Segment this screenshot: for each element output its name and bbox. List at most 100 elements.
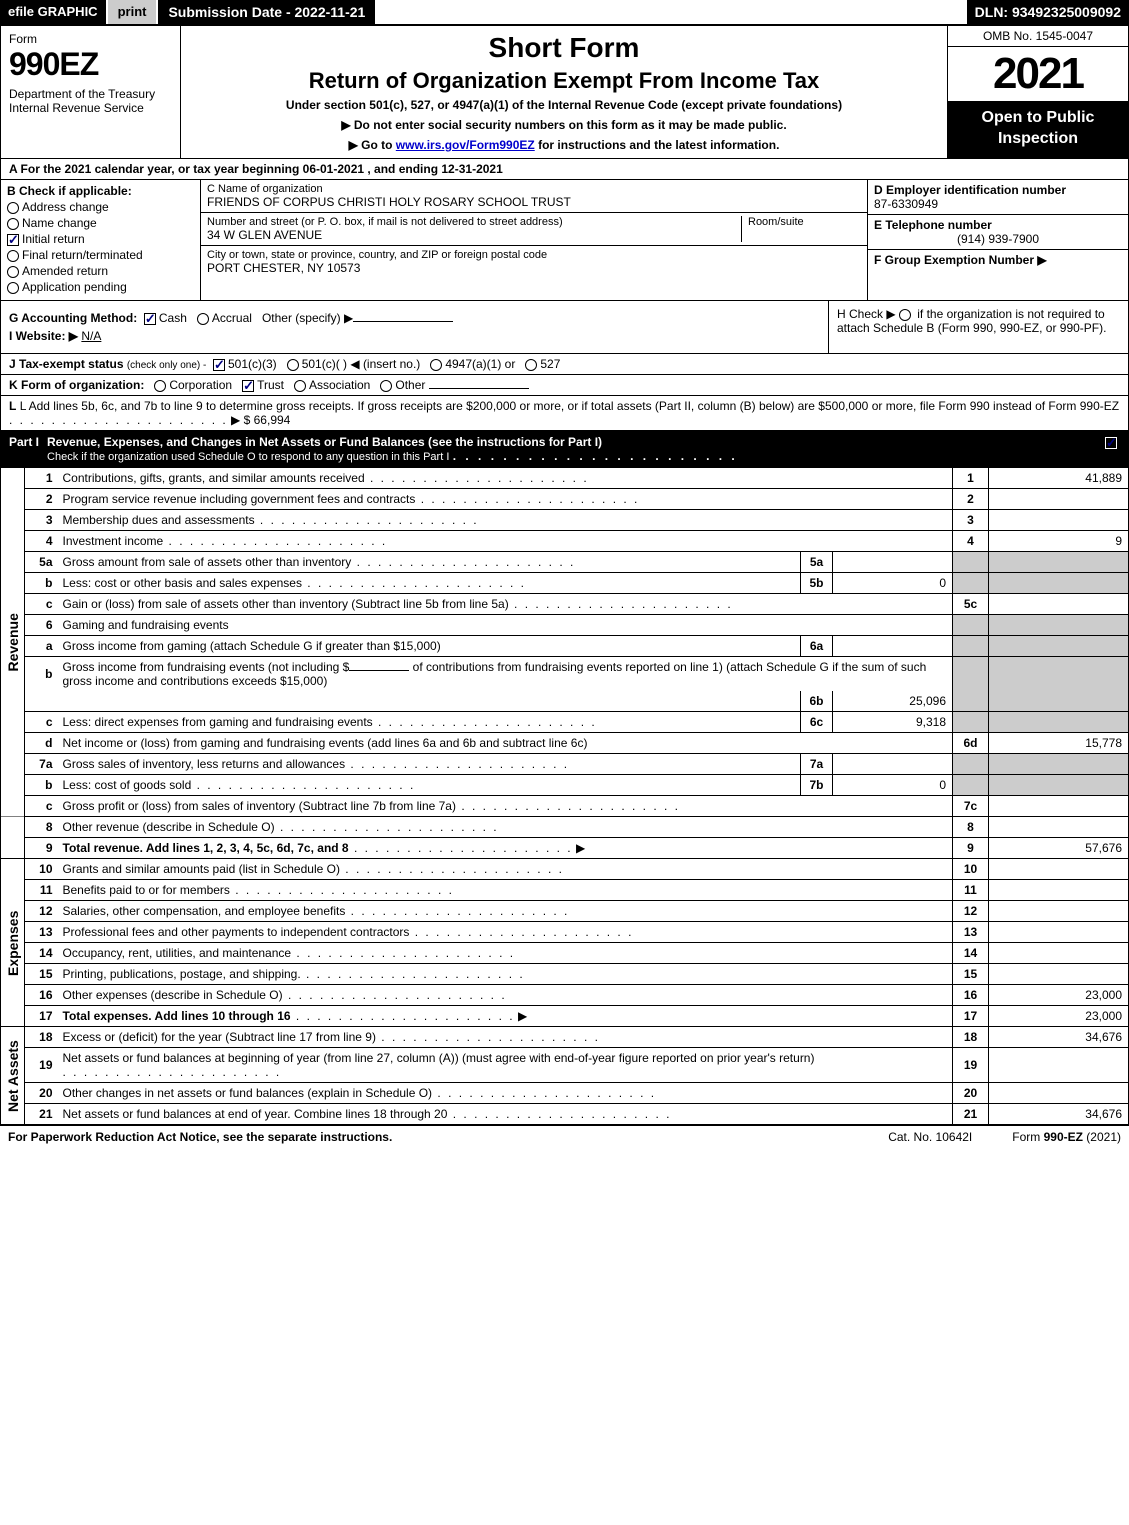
cb-trust[interactable] — [242, 380, 254, 392]
line9-value: 57,676 — [989, 838, 1129, 859]
footer-right: Form 990-EZ (2021) — [1012, 1130, 1121, 1144]
footer-mid: Cat. No. 10642I — [888, 1130, 972, 1144]
line6b-value: 25,096 — [833, 691, 953, 712]
group-exemption-label: F Group Exemption Number ▶ — [874, 253, 1122, 267]
part1-num: Part I — [9, 435, 47, 463]
cb-application-pending[interactable]: Application pending — [7, 280, 194, 294]
cb-501c3[interactable] — [213, 359, 225, 371]
omb-number: OMB No. 1545-0047 — [948, 26, 1128, 47]
line6b-blank[interactable] — [349, 670, 409, 671]
line18-value: 34,676 — [989, 1027, 1129, 1048]
phone-label: E Telephone number — [874, 218, 1122, 232]
sidelabel-revenue: Revenue — [1, 468, 25, 817]
cb-assoc[interactable] — [294, 380, 306, 392]
section-k: K Form of organization: Corporation Trus… — [0, 375, 1129, 396]
other-specify-input[interactable] — [353, 321, 453, 322]
line5b-value: 0 — [833, 573, 953, 594]
form-name: 990EZ — [9, 46, 172, 83]
section-b: B Check if applicable: Address change Na… — [1, 180, 201, 300]
phone-value: (914) 939-7900 — [874, 232, 1122, 246]
header-left: Form 990EZ Department of the Treasury In… — [1, 26, 181, 158]
cb-name-change[interactable]: Name change — [7, 216, 194, 230]
row-a-tax-year: A For the 2021 calendar year, or tax yea… — [0, 159, 1129, 180]
room-suite: Room/suite — [741, 216, 861, 242]
part1-header: Part I Revenue, Expenses, and Changes in… — [0, 431, 1129, 468]
ghi-left: G Accounting Method: Cash Accrual Other … — [1, 301, 828, 353]
line17-value: 23,000 — [989, 1006, 1129, 1027]
line14-value — [989, 943, 1129, 964]
cb-schedule-o[interactable] — [1105, 437, 1117, 449]
cb-accrual[interactable] — [197, 313, 209, 325]
agency: Department of the Treasury Internal Reve… — [9, 87, 172, 116]
line20-value — [989, 1083, 1129, 1104]
line13-value — [989, 922, 1129, 943]
section-f: F Group Exemption Number ▶ — [868, 250, 1128, 270]
form-label: Form — [9, 32, 172, 46]
org-addr-label: Number and street (or P. O. box, if mail… — [207, 216, 733, 228]
sidelabel-expenses: Expenses — [1, 859, 25, 1027]
cb-4947[interactable] — [430, 359, 442, 371]
short-form-title: Short Form — [191, 32, 937, 64]
line12-value — [989, 901, 1129, 922]
print-button[interactable]: print — [106, 0, 157, 24]
gross-receipts: $ 66,994 — [244, 413, 291, 427]
section-e: E Telephone number (914) 939-7900 — [868, 215, 1128, 250]
line19-value — [989, 1048, 1129, 1083]
line5a-value — [833, 552, 953, 573]
org-addr-cell: Number and street (or P. O. box, if mail… — [201, 213, 867, 246]
cb-527[interactable] — [525, 359, 537, 371]
cb-corp[interactable] — [154, 380, 166, 392]
efile-label: efile GRAPHIC — [0, 0, 106, 24]
info-row: B Check if applicable: Address change Na… — [0, 180, 1129, 301]
submission-date: Submission Date - 2022-11-21 — [156, 0, 377, 24]
line3-value — [989, 510, 1129, 531]
topbar-spacer — [377, 0, 966, 24]
instr2-post: for instructions and the latest informat… — [535, 138, 780, 152]
cb-initial-return[interactable]: Initial return — [7, 232, 194, 246]
cb-schedule-b[interactable] — [899, 309, 911, 321]
page-footer: For Paperwork Reduction Act Notice, see … — [0, 1125, 1129, 1148]
line2-value — [989, 489, 1129, 510]
line6a-value — [833, 636, 953, 657]
cb-cash[interactable] — [144, 313, 156, 325]
cb-final-return[interactable]: Final return/terminated — [7, 248, 194, 262]
irs-link[interactable]: www.irs.gov/Form990EZ — [396, 138, 535, 152]
cb-address-change[interactable]: Address change — [7, 200, 194, 214]
section-h: H Check ▶ if the organization is not req… — [828, 301, 1128, 353]
cb-amended-return[interactable]: Amended return — [7, 264, 194, 278]
org-city: PORT CHESTER, NY 10573 — [207, 261, 861, 275]
line7b-value: 0 — [833, 775, 953, 796]
form-title: Return of Organization Exempt From Incom… — [191, 68, 937, 94]
org-city-cell: City or town, state or province, country… — [201, 246, 867, 278]
row-ghi: G Accounting Method: Cash Accrual Other … — [0, 301, 1129, 354]
topbar: efile GRAPHIC print Submission Date - 20… — [0, 0, 1129, 26]
part1-endcheck — [1105, 435, 1120, 463]
dln: DLN: 93492325009092 — [967, 0, 1129, 24]
other-org-input[interactable] — [429, 388, 529, 389]
cb-501c[interactable] — [287, 359, 299, 371]
section-b-heading: B Check if applicable: — [7, 184, 194, 198]
form-header: Form 990EZ Department of the Treasury In… — [0, 26, 1129, 159]
section-c: C Name of organization FRIENDS OF CORPUS… — [201, 180, 868, 300]
line5c-value — [989, 594, 1129, 615]
line1-value: 41,889 — [989, 468, 1129, 489]
line21-value: 34,676 — [989, 1104, 1129, 1125]
website-value: N/A — [81, 329, 101, 343]
cb-other-org[interactable] — [380, 380, 392, 392]
instruction-1: ▶ Do not enter social security numbers o… — [191, 118, 937, 132]
part1-table: Revenue 1 Contributions, gifts, grants, … — [0, 468, 1129, 1125]
line6c-value: 9,318 — [833, 712, 953, 733]
section-d: D Employer identification number 87-6330… — [868, 180, 1128, 215]
sidelabel-netassets: Net Assets — [1, 1027, 25, 1125]
section-j: J Tax-exempt status (check only one) - 5… — [0, 354, 1129, 375]
line7a-value — [833, 754, 953, 775]
part1-title: Revenue, Expenses, and Changes in Net As… — [47, 435, 1105, 463]
section-l: L L Add lines 5b, 6c, and 7b to line 9 t… — [0, 396, 1129, 431]
sections-def: D Employer identification number 87-6330… — [868, 180, 1128, 300]
instr2-pre: ▶ Go to — [349, 138, 396, 152]
line15-value — [989, 964, 1129, 985]
org-city-label: City or town, state or province, country… — [207, 249, 861, 261]
section-g: G Accounting Method: Cash Accrual Other … — [9, 311, 820, 325]
form-subtitle: Under section 501(c), 527, or 4947(a)(1)… — [191, 98, 937, 112]
org-name-label: C Name of organization — [207, 183, 861, 195]
